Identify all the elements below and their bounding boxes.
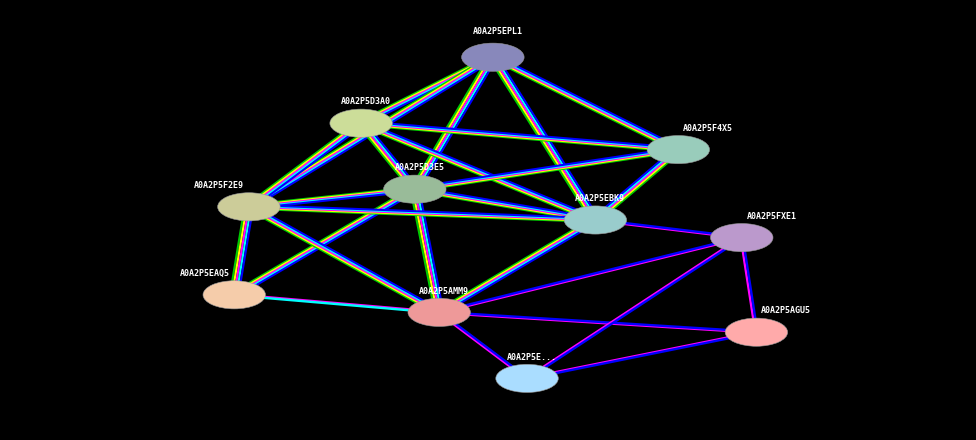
- Text: A0A2P5AGU5: A0A2P5AGU5: [761, 307, 811, 315]
- Text: A0A2P5D3E5: A0A2P5D3E5: [394, 164, 445, 172]
- Text: A0A2P5E...: A0A2P5E...: [507, 353, 557, 362]
- Text: A0A2P5AMM9: A0A2P5AMM9: [419, 287, 469, 296]
- Text: A0A2P5F2E9: A0A2P5F2E9: [194, 181, 244, 190]
- Text: A0A2P5EAQ5: A0A2P5EAQ5: [180, 269, 229, 278]
- Circle shape: [330, 109, 392, 137]
- Circle shape: [462, 43, 524, 71]
- Circle shape: [711, 224, 773, 252]
- Circle shape: [408, 298, 470, 326]
- Text: A0A2P5FXE1: A0A2P5FXE1: [747, 212, 796, 221]
- Circle shape: [725, 318, 788, 346]
- Circle shape: [384, 175, 446, 203]
- Circle shape: [218, 193, 280, 221]
- Circle shape: [564, 206, 627, 234]
- Text: A0A2P5EBK9: A0A2P5EBK9: [575, 194, 626, 203]
- Circle shape: [647, 136, 710, 164]
- Text: A0A2P5D3A0: A0A2P5D3A0: [341, 97, 391, 106]
- Circle shape: [203, 281, 265, 309]
- Circle shape: [496, 364, 558, 392]
- Text: A0A2P5F4X5: A0A2P5F4X5: [683, 124, 733, 133]
- Text: A0A2P5EPL1: A0A2P5EPL1: [472, 27, 523, 36]
